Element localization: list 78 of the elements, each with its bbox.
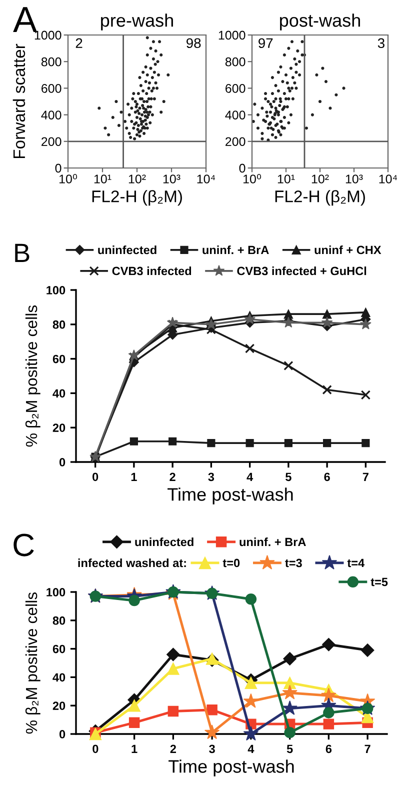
y-tick-label: 40 xyxy=(52,673,66,682)
y-axis-title: % β₂M positive cells xyxy=(25,305,40,447)
x-tick-label: 2 xyxy=(170,744,176,753)
x-tick-label: 5 xyxy=(286,472,292,482)
y-tick-label: 600 xyxy=(226,84,246,93)
x-tick-label: 7 xyxy=(362,472,368,481)
y-tick-label: 20 xyxy=(52,702,66,710)
y-tick-label: 100 xyxy=(46,588,66,596)
y-tick-label: 20 xyxy=(52,424,66,432)
legend-label: uninf + CHX xyxy=(314,245,382,254)
x-tick-label: 2 xyxy=(170,472,176,481)
legend-label: uninfected xyxy=(135,537,194,546)
legend-label: uninf. + BrA xyxy=(240,537,306,546)
x-axis-title: Time post-wash xyxy=(168,760,294,776)
y-tick-label: 200 xyxy=(226,137,246,146)
x-tick-label: 1 xyxy=(132,744,138,753)
y-tick-label: 0 xyxy=(59,458,66,466)
x-tick-label: 10⁴ xyxy=(197,174,216,184)
legend-label: CVB3 infected xyxy=(112,266,192,276)
annotation: 97 xyxy=(258,38,273,48)
legend-label: uninf. + BrA xyxy=(202,245,269,254)
legend-label: t=5 xyxy=(370,578,388,586)
y-tick-label: 60 xyxy=(52,644,66,654)
text: C xyxy=(14,534,34,556)
y-tick-label: 0 xyxy=(59,730,66,738)
x-tick-label: 3 xyxy=(208,472,214,482)
x-axis-title: FL2-H (β₂M) xyxy=(92,190,182,206)
annotation: 98 xyxy=(186,38,201,48)
legend-label: t=3 xyxy=(285,558,302,568)
y-tick-label: 200 xyxy=(42,137,62,146)
x-tick-label: 10⁴ xyxy=(379,174,398,184)
annotation: 3 xyxy=(378,38,384,48)
x-tick-label: 5 xyxy=(286,744,293,754)
x-tick-label: 10² xyxy=(128,174,146,184)
y-tick-label: 0 xyxy=(239,164,246,173)
x-axis-title: Time post-wash xyxy=(168,488,293,504)
x-tick-label: 4 xyxy=(248,744,254,753)
text: A xyxy=(13,7,38,32)
x-tick-label: 10² xyxy=(312,174,329,184)
y-tick-label: 400 xyxy=(41,110,62,120)
x-tick-label: 1 xyxy=(131,472,137,481)
legend-label: t=4 xyxy=(347,558,365,568)
y-tick-label: 1000 xyxy=(34,30,62,40)
x-tick-label: 3 xyxy=(209,744,215,754)
x-axis-title: FL2-H (β₂M) xyxy=(275,190,365,206)
chart-title: pre-wash xyxy=(101,14,173,30)
text: B xyxy=(15,244,30,262)
x-tick-label: 6 xyxy=(326,744,332,754)
y-axis-title: % β₂M positive cells xyxy=(25,592,40,734)
x-tick-label: 0 xyxy=(92,472,98,482)
y-tick-label: 0 xyxy=(55,164,62,173)
y-tick-label: 1000 xyxy=(218,30,246,40)
y-tick-label: 800 xyxy=(41,57,62,66)
legend-label: t=0 xyxy=(222,558,240,568)
x-tick-label: 10³ xyxy=(346,174,363,184)
y-tick-label: 40 xyxy=(52,389,66,398)
y-tick-label: 800 xyxy=(225,57,246,66)
x-tick-label: 10³ xyxy=(163,174,180,184)
y-tick-label: 400 xyxy=(225,110,246,120)
x-tick-label: 7 xyxy=(364,744,370,753)
legend-label: CVB3 infected + GuHCl xyxy=(237,266,366,276)
y-tick-label: 60 xyxy=(52,354,66,364)
y-tick-label: 600 xyxy=(42,84,62,93)
y-tick-label: 80 xyxy=(52,616,66,625)
y-axis-title: Forward scatter xyxy=(12,44,26,158)
x-tick-label: 10¹ xyxy=(94,174,112,184)
x-tick-label: 6 xyxy=(324,472,330,482)
x-tick-label: 4 xyxy=(246,472,254,481)
annotation: 2 xyxy=(76,38,82,48)
x-tick-label: 0 xyxy=(92,744,98,754)
legend-title: infected washed at: xyxy=(78,558,186,568)
x-tick-label: 10¹ xyxy=(278,174,295,184)
x-tick-label: 10⁰ xyxy=(243,174,262,184)
legend-label: uninfected xyxy=(98,245,156,254)
chart-title: post-wash xyxy=(280,14,360,30)
y-tick-label: 80 xyxy=(52,320,66,329)
x-tick-label: 10⁰ xyxy=(59,174,78,184)
y-tick-label: 100 xyxy=(46,286,66,294)
